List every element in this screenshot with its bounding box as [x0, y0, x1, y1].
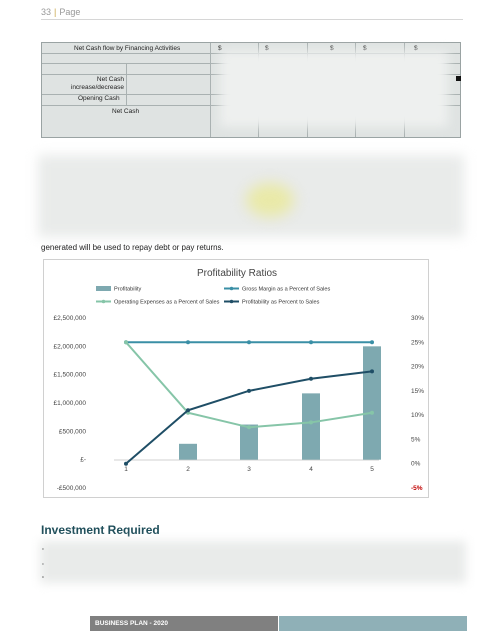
series-line: [125, 341, 373, 429]
series-point: [370, 410, 374, 415]
left-tick-label: £1,500,000: [53, 372, 86, 379]
category-label: 1: [124, 466, 128, 473]
legend-label: Profitability as Percent to Sales: [242, 300, 320, 306]
legend-swatch-point: [229, 299, 234, 304]
category-label: 2: [186, 466, 190, 473]
series-point: [186, 340, 190, 345]
left-tick-label: £1,000,000: [53, 400, 86, 407]
legend-swatch-point: [229, 286, 234, 291]
right-tick-label: -5%: [411, 485, 423, 492]
series-point: [309, 340, 313, 345]
chart-canvas: Profitability Ratios Profitability Gross …: [53, 268, 424, 492]
row-marker: [456, 76, 461, 81]
currency-cell-4: $: [363, 45, 367, 52]
series-point: [370, 369, 374, 374]
table-rule: [126, 63, 127, 105]
page-word: Page: [59, 7, 81, 17]
currency-cell-2: $: [265, 45, 269, 52]
body-text: generated will be used to repay debt or …: [41, 243, 224, 252]
currency-cell-3: $: [330, 45, 334, 52]
currency-cell-1: $: [218, 45, 222, 52]
category-label: 5: [370, 466, 374, 473]
left-tick-label: £500,000: [59, 428, 86, 435]
category-labels: 1 2 3 4 5: [124, 466, 374, 473]
redacted-values: [220, 51, 448, 127]
profitability-chart: Profitability Ratios Profitability Gross …: [43, 259, 429, 498]
net-cash-change-label: Net Cash increase/decrease: [70, 76, 124, 91]
net-cash-financing-label: Net Cash flow by Financing Activities: [74, 45, 181, 52]
legend-label: Operating Expenses as a Percent of Sales: [114, 300, 220, 306]
opening-cash-label: Opening Cash: [78, 95, 120, 102]
section-heading: Investment Required: [41, 523, 160, 537]
right-tick-label: 10%: [411, 412, 424, 419]
right-axis-ticks: 30% 25% 20% 15% 10% 5% 0% -5%: [411, 315, 424, 492]
right-tick-label: 15%: [411, 388, 424, 395]
right-tick-label: 0%: [411, 461, 421, 468]
series-point: [309, 420, 313, 425]
series-point: [247, 425, 251, 430]
left-tick-label: £2,000,000: [53, 343, 86, 350]
legend-label: Gross Margin as a Percent of Sales: [242, 287, 330, 293]
legend-swatch-point: [101, 299, 106, 304]
category-label: 3: [247, 466, 251, 473]
left-axis-ticks: £2,500,000 £2,000,000 £1,500,000 £1,000,000…: [53, 315, 86, 492]
bar: [363, 346, 381, 460]
left-tick-label: £2,500,000: [53, 315, 86, 322]
right-tick-label: 20%: [411, 364, 424, 371]
currency-cell-5: $: [414, 45, 418, 52]
redacted-paragraph: [40, 541, 466, 583]
page-header: 33 | Page: [41, 7, 80, 17]
series-point: [247, 340, 251, 345]
bar: [240, 424, 258, 460]
table-rule: [210, 43, 211, 137]
legend-label: Profitability: [114, 287, 142, 293]
right-tick-label: 25%: [411, 339, 424, 346]
line-series: [124, 340, 374, 466]
net-cash-label: Net Cash: [112, 108, 140, 115]
chart-legend: Profitability Gross Margin as a Percent o…: [96, 286, 330, 306]
bar: [302, 393, 320, 460]
footer-accent-bar: [279, 616, 467, 631]
series-point: [247, 388, 251, 393]
bar-series: [179, 346, 381, 460]
redacted-highlight: [246, 183, 294, 217]
chart-title: Profitability Ratios: [197, 268, 277, 279]
right-tick-label: 30%: [411, 315, 424, 322]
series-point: [309, 376, 313, 381]
series-point: [124, 340, 128, 345]
header-separator: |: [54, 7, 57, 17]
page-number: 33: [41, 7, 52, 17]
cashflow-table: Net Cash flow by Financing Activities $ …: [41, 42, 461, 138]
bar: [179, 443, 197, 460]
category-label: 4: [309, 466, 313, 473]
series-point: [124, 461, 128, 466]
legend-swatch: [96, 286, 111, 291]
left-tick-label: £-: [80, 457, 86, 464]
left-tick-label: -£500,000: [57, 485, 87, 492]
header-divider: [41, 19, 463, 20]
right-tick-label: 5%: [411, 436, 421, 443]
footer-label: BUSINESS PLAN - 2020: [90, 616, 278, 631]
series-point: [370, 340, 374, 345]
series-point: [186, 408, 190, 413]
